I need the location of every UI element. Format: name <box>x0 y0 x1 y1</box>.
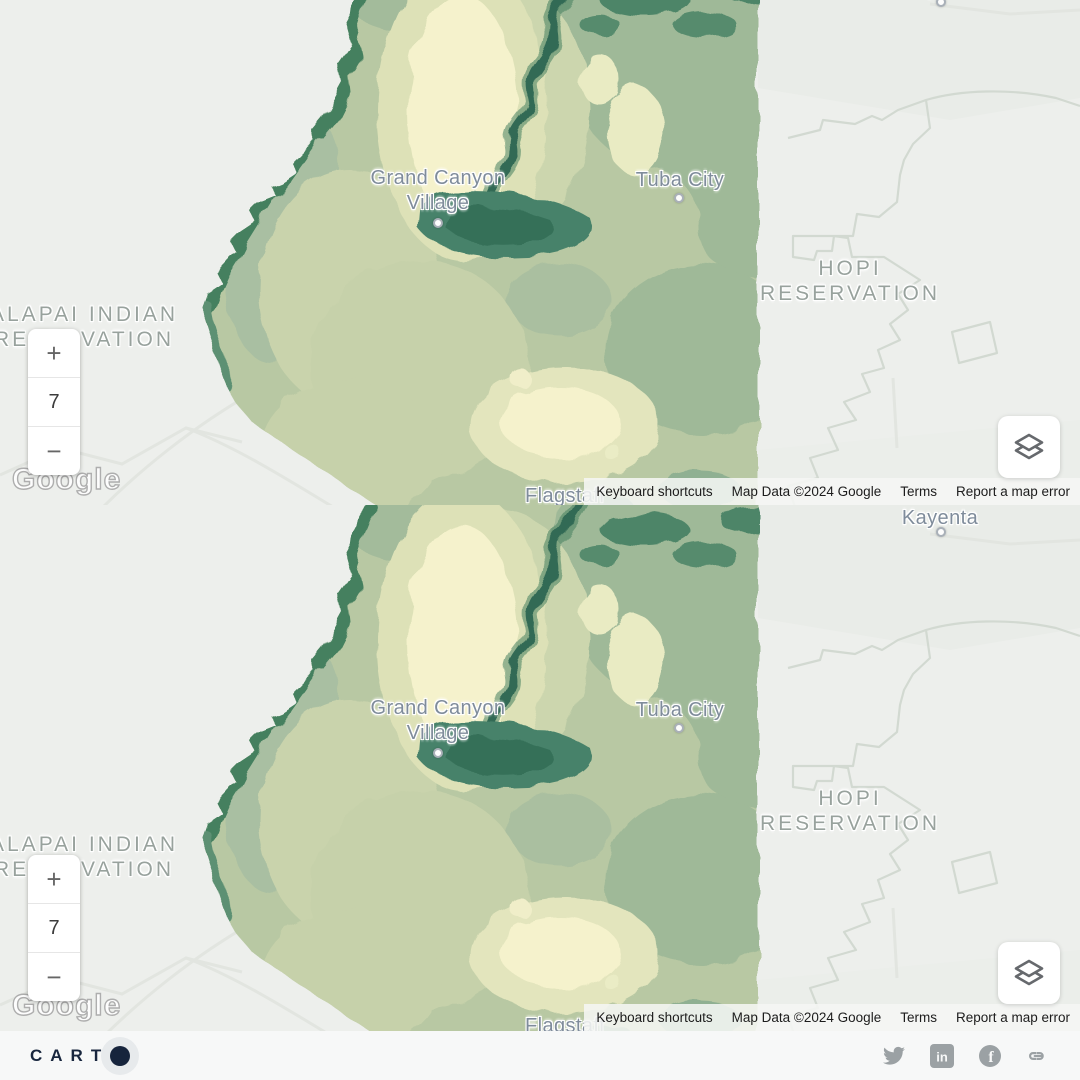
place-label-grand-canyon-village: Grand Canyon Village <box>371 696 506 746</box>
map-canvas[interactable]: Kayenta Grand Canyon Village Tuba City H… <box>0 505 1080 1031</box>
zoom-control: + 7 − <box>28 329 80 475</box>
map-panel-top: Kayenta Grand Canyon Village Tuba City H… <box>0 0 1080 505</box>
map-data-copyright: Map Data ©2024 Google <box>731 484 882 499</box>
place-marker-grand-canyon-village <box>433 748 443 758</box>
keyboard-shortcuts-link[interactable]: Keyboard shortcuts <box>596 1010 713 1025</box>
terrain-raster-layer <box>0 0 1080 505</box>
carto-logo-dot <box>110 1045 131 1066</box>
layers-icon <box>1014 433 1044 460</box>
area-label-hopi-reservation: HOPI RESERVATION <box>760 256 940 306</box>
label-line: Grand Canyon <box>370 167 506 189</box>
social-links: in f <box>882 1043 1050 1068</box>
carto-wordmark: CART <box>30 1045 110 1065</box>
label-line: RESERVATION <box>0 328 175 351</box>
label-line: HOPI <box>818 257 882 280</box>
zoom-out-button[interactable]: − <box>46 435 62 466</box>
divider <box>28 952 80 953</box>
divider <box>28 377 80 378</box>
map-attribution: Keyboard shortcuts Map Data ©2024 Google… <box>584 478 1080 505</box>
twitter-icon[interactable] <box>882 1044 906 1068</box>
map-canvas[interactable]: Kayenta Grand Canyon Village Tuba City H… <box>0 0 1080 505</box>
facebook-glyph: f <box>988 1049 994 1066</box>
zoom-in-button[interactable]: + <box>46 337 62 368</box>
place-marker-kayenta <box>936 0 946 7</box>
zoom-out-button[interactable]: − <box>46 961 62 992</box>
label-line: ALAPAI INDIAN <box>0 303 178 326</box>
zoom-in-button[interactable]: + <box>46 863 62 894</box>
place-marker-tuba-city <box>674 723 684 733</box>
linkedin-glyph: in <box>936 1049 948 1064</box>
label-line: RESERVATION <box>759 812 941 835</box>
basemap-layers-button[interactable] <box>998 942 1060 1004</box>
place-marker-kayenta <box>936 527 946 537</box>
footer-bar: CART in f <box>0 1031 1080 1080</box>
label-line: Village <box>406 722 470 744</box>
area-label-hualapai-reservation: ALAPAI INDIAN RESERVATION <box>0 832 178 882</box>
place-label-tuba-city: Tuba City <box>635 699 725 721</box>
divider <box>28 426 80 427</box>
keyboard-shortcuts-link[interactable]: Keyboard shortcuts <box>596 484 713 499</box>
linkedin-icon[interactable]: in <box>930 1043 954 1068</box>
area-label-hopi-reservation: HOPI RESERVATION <box>760 786 940 836</box>
layers-icon <box>1014 959 1044 986</box>
zoom-level-indicator: 7 <box>48 390 60 413</box>
label-line: Grand Canyon <box>370 697 506 719</box>
zoom-level-indicator: 7 <box>48 916 60 939</box>
label-line: ALAPAI INDIAN <box>0 833 178 856</box>
place-label-tuba-city: Tuba City <box>635 169 725 191</box>
zoom-control: + 7 − <box>28 855 80 1001</box>
link-icon[interactable] <box>1026 1044 1050 1068</box>
facebook-icon[interactable]: f <box>978 1044 1002 1068</box>
label-line: Village <box>406 192 470 214</box>
place-label-kayenta: Kayenta <box>901 507 979 529</box>
place-marker-tuba-city <box>674 193 684 203</box>
terms-link[interactable]: Terms <box>900 1010 937 1025</box>
place-label-grand-canyon-village: Grand Canyon Village <box>371 166 506 216</box>
terms-link[interactable]: Terms <box>900 484 937 499</box>
basemap-layers-button[interactable] <box>998 416 1060 478</box>
label-line: RESERVATION <box>0 858 175 881</box>
carto-logo[interactable]: CART <box>30 1036 140 1075</box>
map-panel-bottom: Kayenta Grand Canyon Village Tuba City H… <box>0 505 1080 1031</box>
divider <box>28 903 80 904</box>
map-attribution: Keyboard shortcuts Map Data ©2024 Google… <box>584 1004 1080 1031</box>
terrain-raster-layer <box>0 505 1080 1031</box>
place-marker-grand-canyon-village <box>433 218 443 228</box>
area-label-hualapai-reservation: ALAPAI INDIAN RESERVATION <box>0 302 178 352</box>
carto-logo-dot-halo <box>101 1036 140 1075</box>
map-data-copyright: Map Data ©2024 Google <box>731 1010 882 1025</box>
label-line: RESERVATION <box>759 282 941 305</box>
label-line: HOPI <box>818 787 882 810</box>
report-map-error-link[interactable]: Report a map error <box>955 1010 1070 1025</box>
report-map-error-link[interactable]: Report a map error <box>955 484 1070 499</box>
